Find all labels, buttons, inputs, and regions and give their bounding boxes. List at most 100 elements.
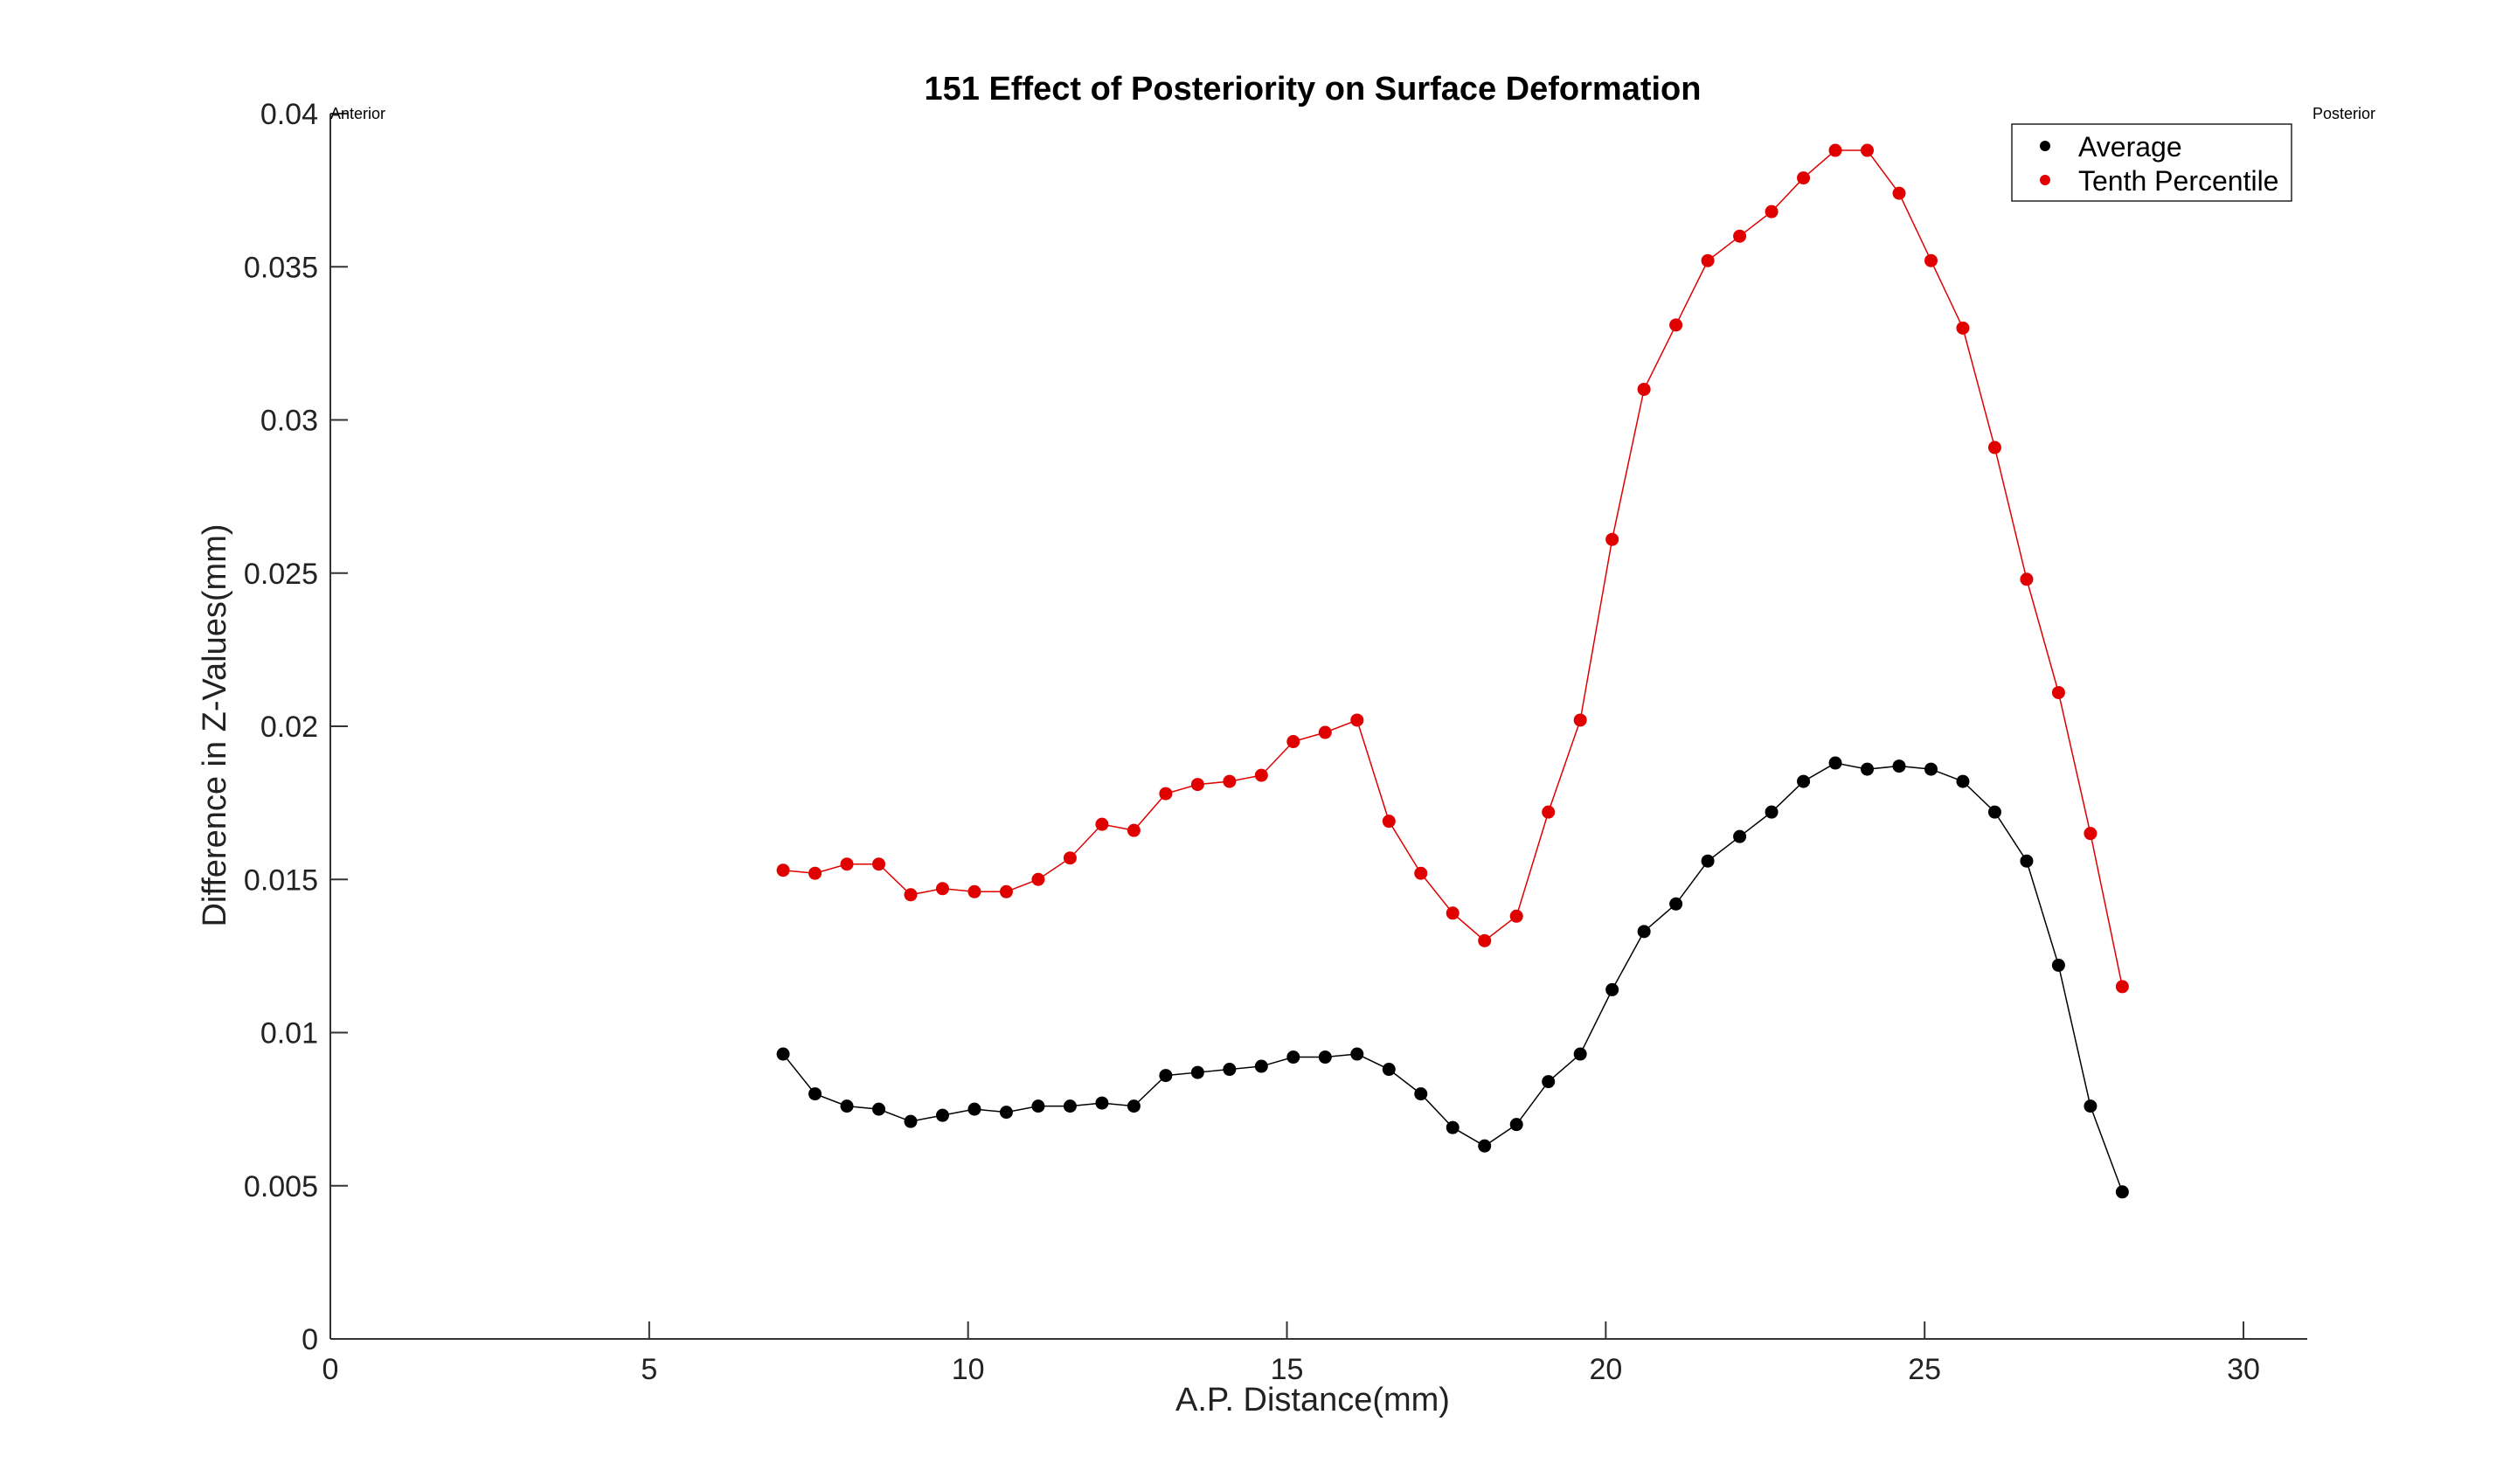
data-point-tenth-percentile	[1478, 933, 1492, 947]
data-point-tenth-percentile	[2115, 980, 2129, 994]
data-point-average	[1733, 829, 1747, 843]
y-tick-label: 0.005	[244, 1170, 318, 1203]
data-point-tenth-percentile	[1924, 253, 1938, 267]
data-point-tenth-percentile	[1987, 440, 2001, 454]
data-point-average	[1605, 982, 1619, 996]
y-tick-label: 0.02	[260, 711, 318, 744]
data-point-average	[1127, 1099, 1141, 1113]
data-point-average	[999, 1106, 1013, 1120]
data-point-tenth-percentile	[1861, 143, 1875, 157]
data-point-tenth-percentile	[872, 857, 886, 871]
data-point-tenth-percentile	[1350, 713, 1364, 727]
data-point-average	[1669, 897, 1683, 911]
data-point-tenth-percentile	[2020, 572, 2034, 586]
data-point-tenth-percentile	[1956, 321, 1970, 335]
data-point-average	[808, 1087, 822, 1101]
data-point-average	[1797, 774, 1811, 788]
x-tick-label: 20	[1589, 1353, 1622, 1386]
data-point-average	[1190, 1065, 1204, 1079]
data-point-average	[1509, 1118, 1523, 1132]
data-point-average	[1987, 805, 2001, 819]
data-point-tenth-percentile	[1669, 318, 1683, 332]
legend-label-average: Average	[2078, 131, 2182, 163]
data-point-average	[1350, 1047, 1364, 1061]
series-tenth-percentile	[776, 143, 2129, 994]
y-tick-label: 0	[302, 1323, 318, 1356]
data-point-tenth-percentile	[1765, 205, 1779, 218]
x-tick-label: 30	[2227, 1353, 2260, 1386]
data-point-average	[1031, 1099, 1045, 1113]
data-point-tenth-percentile	[1223, 774, 1237, 788]
x-tick-label: 5	[641, 1353, 657, 1386]
data-point-average	[967, 1102, 981, 1116]
data-point-tenth-percentile	[1573, 713, 1587, 727]
data-point-average	[1637, 925, 1651, 939]
data-point-average	[1063, 1099, 1077, 1113]
data-point-average	[1223, 1063, 1237, 1077]
data-point-average	[1159, 1069, 1173, 1083]
x-tick-label: 15	[1271, 1353, 1304, 1386]
legend-marker-average	[2040, 141, 2050, 151]
chart-title: 151 Effect of Posteriority on Surface De…	[925, 71, 1702, 107]
data-point-average	[1956, 774, 1970, 788]
data-point-tenth-percentile	[1892, 186, 1906, 200]
data-point-tenth-percentile	[1828, 143, 1842, 157]
data-point-tenth-percentile	[967, 884, 981, 898]
data-point-tenth-percentile	[1797, 171, 1811, 185]
data-point-tenth-percentile	[1031, 872, 1045, 886]
data-point-tenth-percentile	[1127, 823, 1141, 837]
data-point-tenth-percentile	[2084, 827, 2098, 841]
data-point-average	[1924, 762, 1938, 776]
data-point-tenth-percentile	[1637, 382, 1651, 396]
data-point-average	[1892, 759, 1906, 773]
data-point-tenth-percentile	[1509, 909, 1523, 923]
data-point-tenth-percentile	[1542, 805, 1556, 819]
legend-box	[2011, 123, 2292, 202]
x-tick-label: 25	[1908, 1353, 1941, 1386]
data-point-average	[2084, 1099, 2098, 1113]
data-point-average	[935, 1108, 949, 1122]
data-point-tenth-percentile	[2051, 685, 2065, 699]
axes: 0 5 10 15 20 25 30 0 0.005 0.01 0.015 0.02 0.025 0.03…	[244, 98, 2307, 1386]
data-point-tenth-percentile	[1446, 906, 1460, 920]
legend: Average Tenth Percentile	[2011, 123, 2292, 202]
data-point-average	[1765, 805, 1779, 819]
data-point-tenth-percentile	[1190, 778, 1204, 792]
x-axis-label: A.P. Distance(mm)	[1175, 1382, 1450, 1418]
data-point-average	[1414, 1087, 1428, 1101]
data-point-tenth-percentile	[1286, 735, 1300, 749]
legend-marker-tenth-percentile	[2040, 175, 2050, 185]
data-point-average	[1446, 1120, 1460, 1134]
y-tick-label: 0.015	[244, 863, 318, 897]
y-tick-label: 0.03	[260, 405, 318, 438]
data-point-tenth-percentile	[1254, 768, 1268, 782]
data-point-tenth-percentile	[1382, 815, 1396, 829]
posterior-label: Posterior	[2312, 105, 2375, 122]
data-point-average	[2020, 854, 2034, 868]
series-average	[776, 756, 2129, 1199]
data-point-average	[840, 1099, 854, 1113]
data-point-tenth-percentile	[1414, 866, 1428, 880]
series-line-tenth-percentile	[782, 149, 2124, 988]
data-point-tenth-percentile	[1159, 787, 1173, 801]
data-point-average	[1318, 1051, 1332, 1064]
data-point-average	[2115, 1185, 2129, 1199]
y-tick-label: 0.025	[244, 558, 318, 591]
data-point-average	[1861, 762, 1875, 776]
data-point-average	[1254, 1059, 1268, 1073]
y-tick-label: 0.035	[244, 251, 318, 284]
legend-label-tenth-percentile: Tenth Percentile	[2078, 165, 2278, 197]
y-tick-label: 0.04	[260, 98, 318, 131]
y-tick-label: 0.01	[260, 1017, 318, 1051]
data-point-tenth-percentile	[1733, 229, 1747, 243]
data-point-average	[2051, 958, 2065, 972]
anterior-label: Anterior	[330, 105, 385, 122]
data-point-average	[1382, 1063, 1396, 1077]
data-point-average	[1095, 1096, 1109, 1110]
data-point-average	[1701, 854, 1715, 868]
data-point-tenth-percentile	[776, 863, 790, 877]
data-point-average	[904, 1114, 918, 1128]
data-point-average	[1542, 1075, 1556, 1089]
data-point-average	[1573, 1047, 1587, 1061]
